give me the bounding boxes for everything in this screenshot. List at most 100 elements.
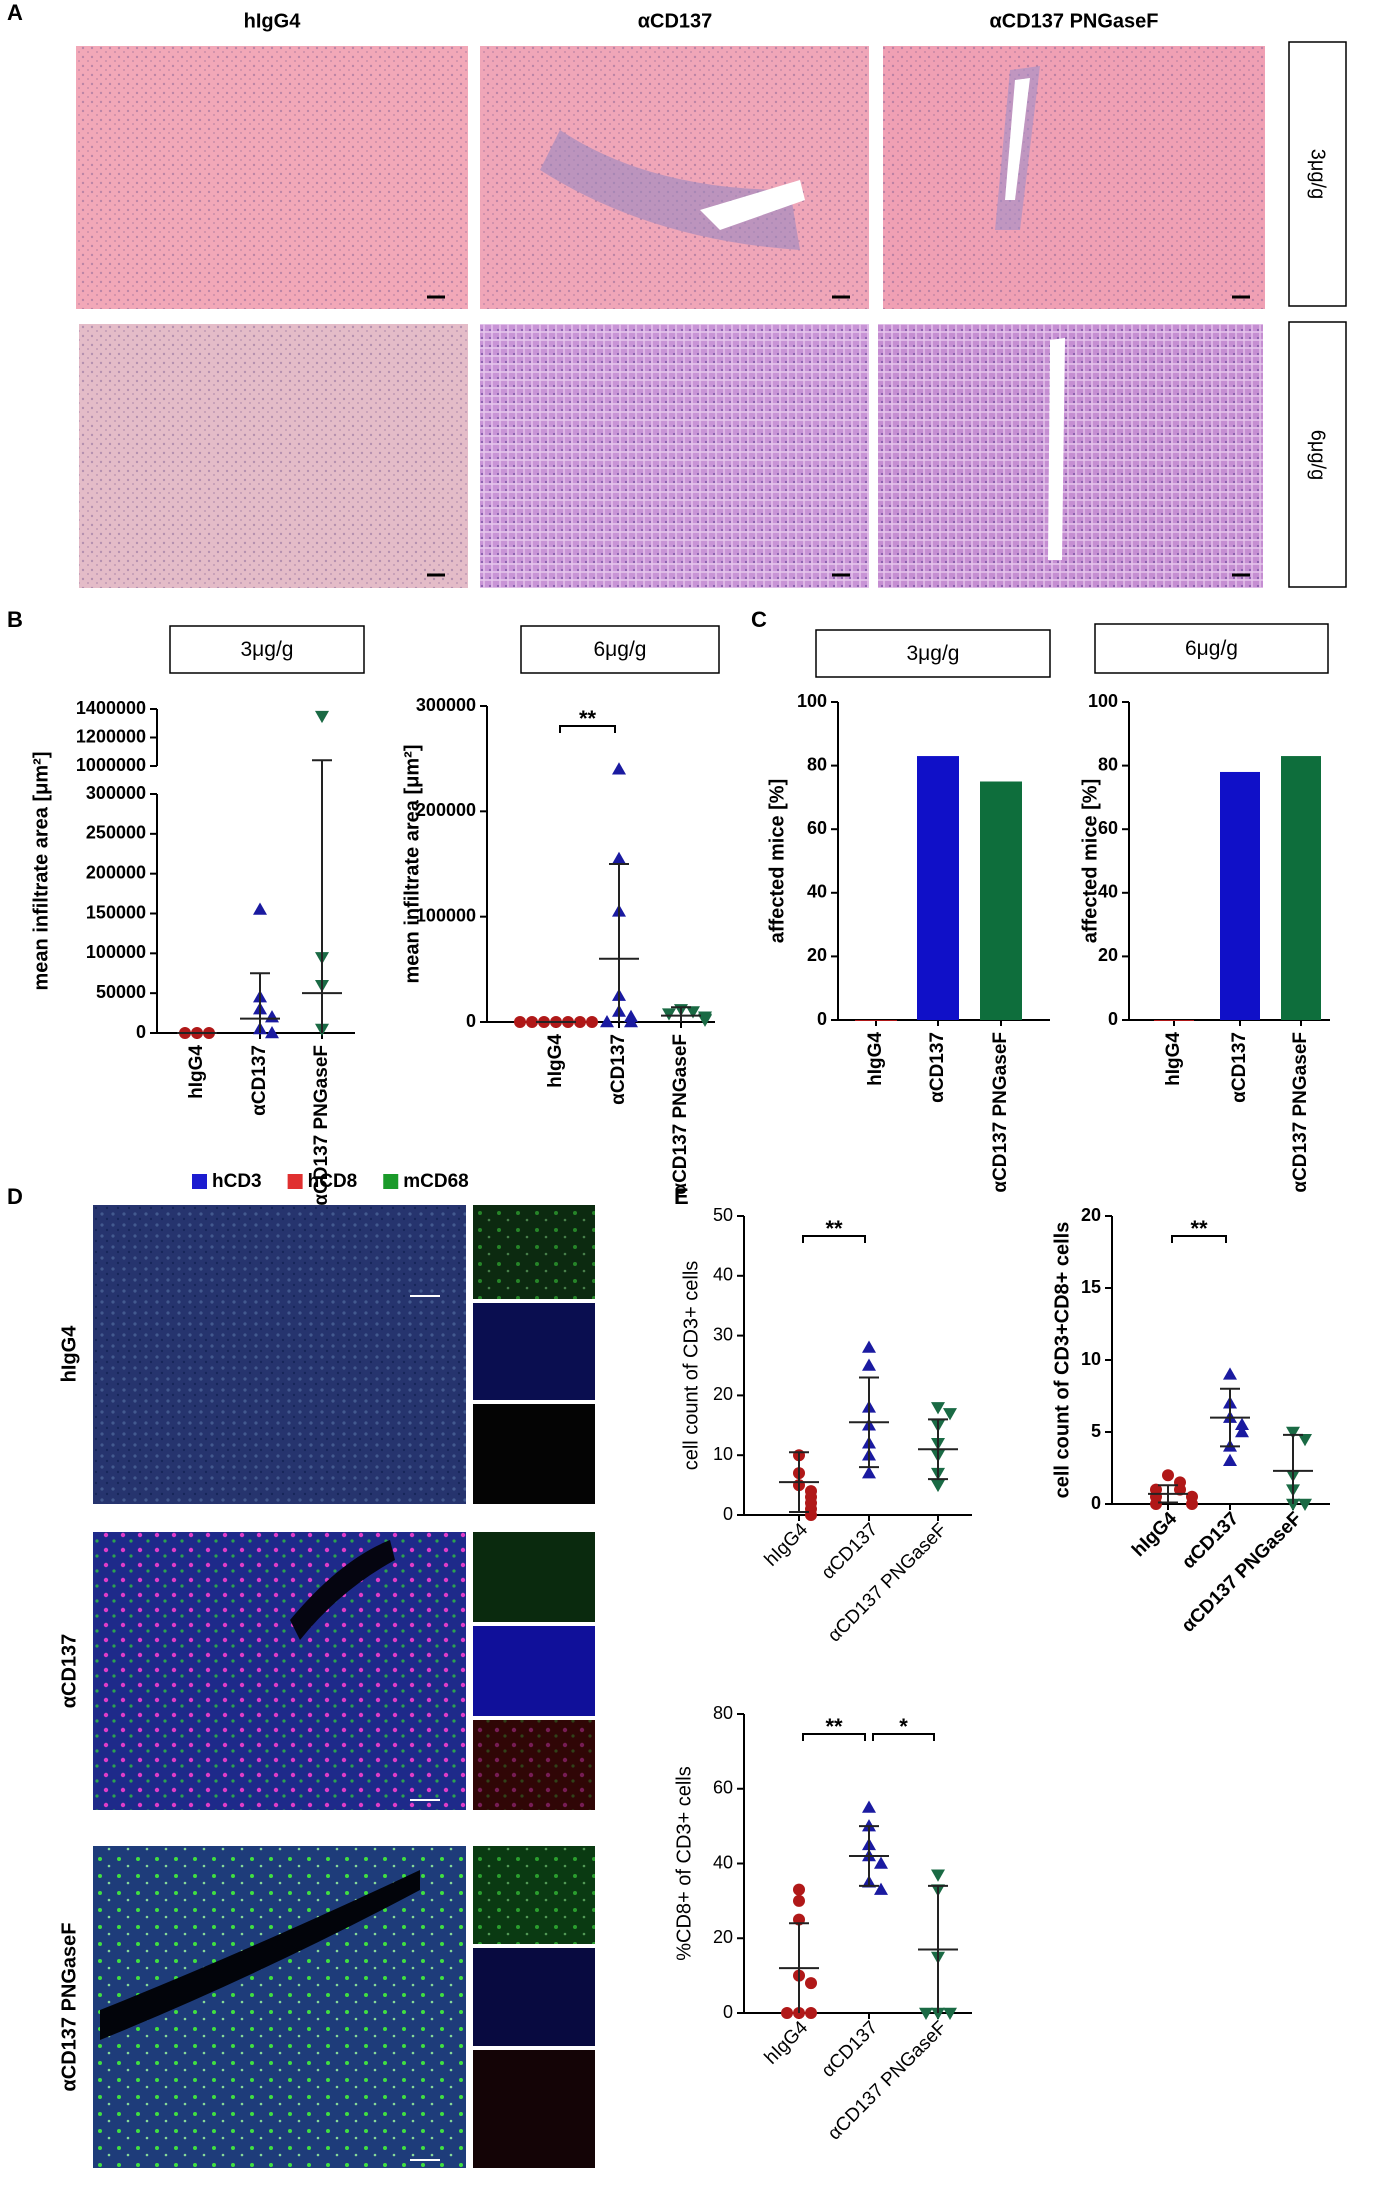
channel-image — [473, 1404, 595, 1504]
data-point — [805, 1977, 817, 1990]
y-tick-label: 10 — [713, 1444, 733, 1464]
texture — [473, 1205, 595, 1299]
texture — [93, 1205, 466, 1504]
data-point — [1286, 1498, 1300, 1511]
y-axis-label: affected mice [%] — [1079, 779, 1101, 944]
y-tick-label: 0 — [1091, 1493, 1101, 1513]
data-point — [574, 1016, 586, 1028]
y-tick-label: 200000 — [86, 862, 146, 882]
significance-bracket — [1171, 1235, 1227, 1243]
data-point — [793, 1883, 805, 1896]
data-point — [514, 1016, 526, 1028]
y-axis-label: cell count of CD3+CD8+ cells — [1051, 1222, 1073, 1499]
x-tick-label: αCD137 — [1178, 1508, 1243, 1573]
significance-label: ** — [1190, 1216, 1208, 1241]
bar — [1154, 1020, 1194, 1021]
x-tick-label: hIgG4 — [761, 2017, 813, 2069]
vessel — [700, 180, 805, 230]
x-tick-label: hIgG4 — [761, 1519, 813, 1571]
y-tick-label: 80 — [713, 1703, 733, 1723]
data-point — [1235, 1417, 1249, 1431]
x-tick-label: αCD137 PNGaseF — [1290, 1032, 1311, 1193]
subtitle-box — [169, 625, 365, 674]
y-tick-label: 100 — [797, 691, 827, 711]
significance-label: ** — [579, 706, 597, 731]
panel-label: D — [7, 1184, 23, 1209]
texture — [76, 46, 468, 309]
legend-swatch — [383, 1174, 399, 1189]
data-point — [943, 2007, 957, 2020]
x-tick-label: αCD137 — [608, 1034, 629, 1105]
y-tick-label: 300000 — [86, 783, 146, 803]
bar — [855, 1020, 897, 1021]
texture — [883, 46, 1265, 309]
data-point — [874, 1882, 888, 1895]
subtitle-box — [520, 625, 720, 674]
data-point — [1223, 1367, 1237, 1380]
legend-label: hCD3 — [212, 1171, 262, 1192]
x-tick-label: αCD137 — [249, 1045, 270, 1116]
subtitle-box — [1094, 623, 1329, 674]
column-title: αCD137 PNGaseF — [989, 10, 1158, 32]
data-point — [862, 1358, 876, 1371]
data-point — [526, 1016, 538, 1028]
y-tick-label: 100000 — [86, 942, 146, 962]
data-point — [862, 1340, 876, 1353]
y-tick-label: 100 — [1088, 691, 1118, 711]
panel-label: B — [7, 607, 23, 632]
significance-bracket — [802, 1235, 866, 1243]
data-point — [931, 1402, 945, 1415]
y-tick-label: 5 — [1091, 1421, 1101, 1441]
y-tick-label: 40 — [1098, 882, 1118, 902]
y-tick-label: 20 — [713, 1384, 733, 1404]
channel-image — [473, 1948, 595, 2046]
data-point — [862, 1800, 876, 1813]
y-tick-label: 0 — [136, 1022, 146, 1042]
channel-image — [473, 1303, 595, 1400]
data-point — [805, 2007, 817, 2019]
y-tick-label: 60 — [807, 818, 827, 838]
data-point — [586, 1016, 598, 1028]
panel-label: C — [751, 607, 767, 632]
channel-image — [473, 2050, 595, 2168]
y-tick-label: 80 — [807, 754, 827, 774]
y-axis-label: affected mice [%] — [766, 779, 788, 944]
data-point — [919, 2007, 933, 2020]
significance-label: ** — [825, 1714, 843, 1739]
bar — [1220, 771, 1260, 1020]
texture — [473, 1846, 595, 1944]
data-point — [1174, 1483, 1186, 1496]
legend-swatch — [192, 1174, 207, 1189]
bar — [980, 781, 1022, 1020]
y-axis-label: cell count of CD3+ cells — [680, 1261, 702, 1471]
bar — [917, 756, 959, 1020]
y-tick-label: 20 — [1098, 945, 1118, 965]
data-point — [1286, 1426, 1300, 1439]
data-point — [600, 1015, 614, 1028]
vessel — [290, 1540, 395, 1640]
data-point — [1298, 1433, 1312, 1447]
y-tick-label: 20 — [713, 1927, 733, 1947]
y-tick-label: 150000 — [86, 902, 146, 922]
data-point — [1186, 1498, 1198, 1510]
x-tick-label: αCD137 PNGaseF — [311, 1045, 332, 1206]
y-tick-label: 200000 — [416, 800, 476, 820]
x-tick-label: αCD137 PNGaseF — [670, 1034, 691, 1195]
y-tick-label: 15 — [1081, 1277, 1101, 1297]
data-point — [662, 1008, 676, 1021]
data-point — [624, 1015, 638, 1028]
data-point — [698, 1014, 712, 1027]
data-point — [253, 902, 267, 915]
y-tick-label: 60 — [1098, 818, 1118, 838]
data-point — [931, 2007, 945, 2020]
significance-bracket — [559, 725, 616, 733]
panel-label: A — [7, 0, 23, 25]
row-label: 6μg/g — [1307, 430, 1329, 480]
y-tick-label: 10 — [1081, 1349, 1101, 1369]
texture — [473, 1720, 595, 1810]
row-label: αCD137 PNGaseF — [58, 1922, 80, 2091]
data-point — [315, 710, 329, 724]
texture — [878, 324, 1263, 588]
data-point — [1298, 1498, 1312, 1511]
